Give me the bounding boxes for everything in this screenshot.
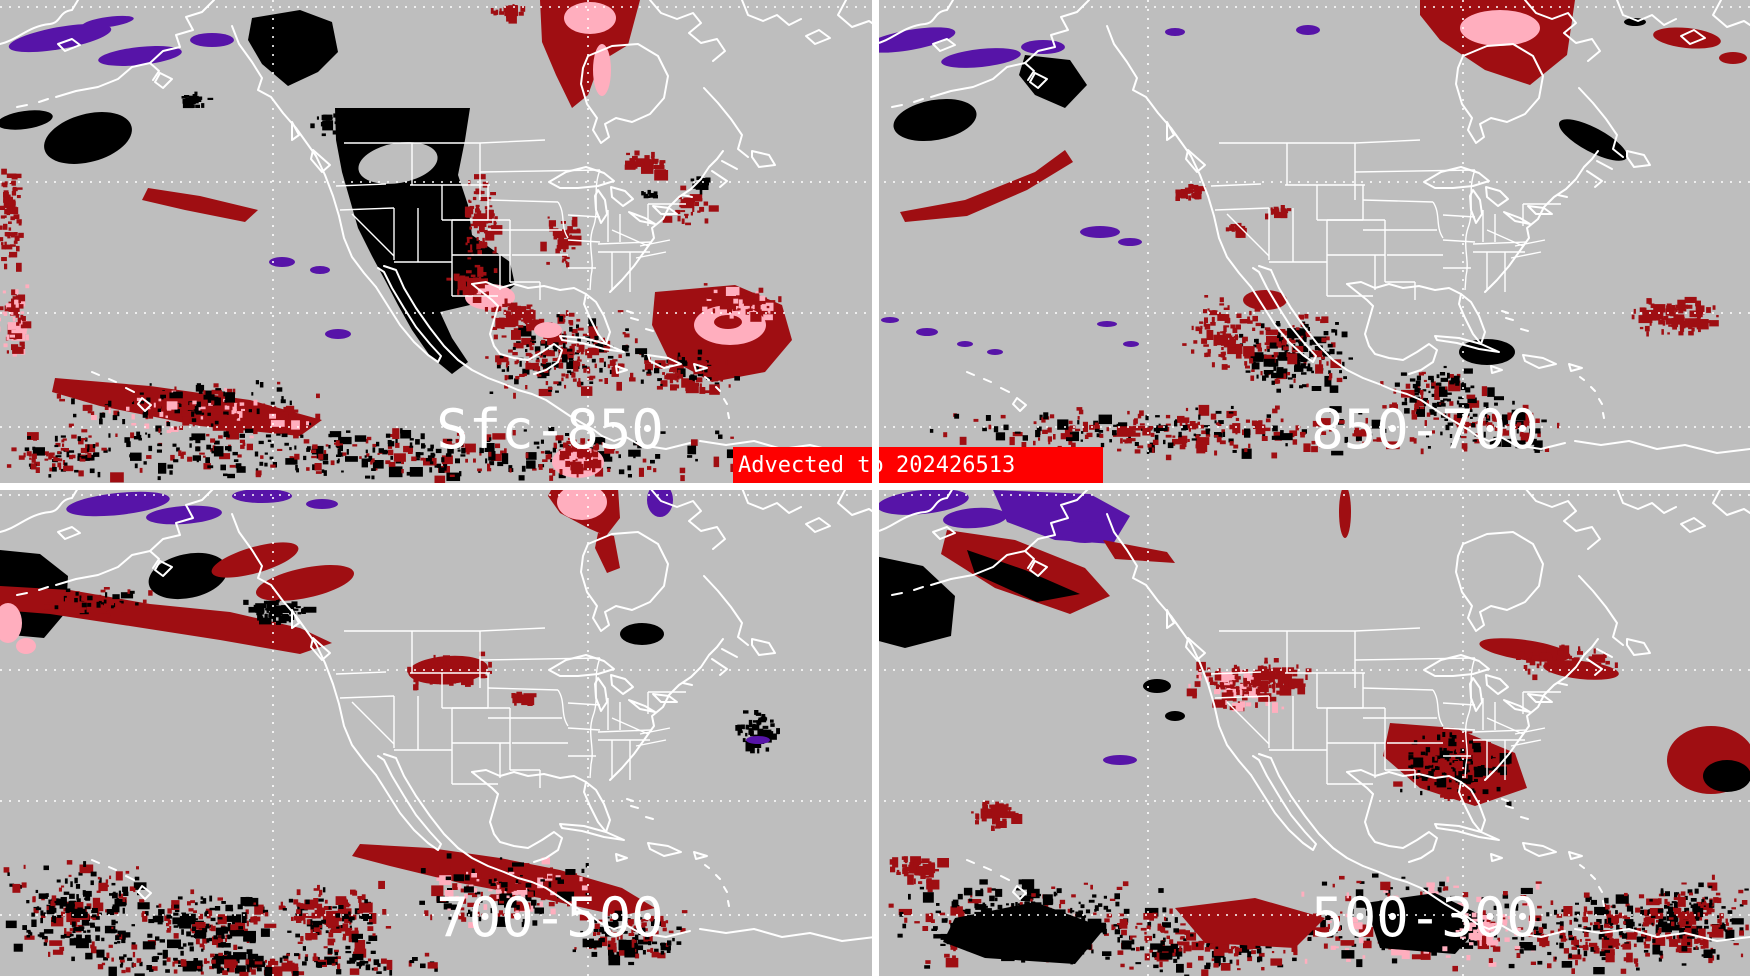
map-700-500 xyxy=(0,488,875,976)
panel-label-850-700: 850-700 xyxy=(1311,398,1539,461)
advected-timestamp-banner: Advected to 202426513 xyxy=(733,447,1103,483)
panel-500-300: 500-300 xyxy=(875,488,1750,976)
panel-850-700: 850-700 xyxy=(875,0,1750,488)
panel-label-700-500: 700-500 xyxy=(436,886,664,949)
panel-label-sfc-850: Sfc-850 xyxy=(436,398,664,461)
banner-timestamp: 202426513 xyxy=(896,453,1016,478)
panel-700-500: 700-500 xyxy=(0,488,875,976)
map-850-700 xyxy=(875,0,1750,488)
banner-label: Advected to xyxy=(738,453,884,478)
panel-label-500-300: 500-300 xyxy=(1311,886,1539,949)
panel-sfc-850: Sfc-850 xyxy=(0,0,875,488)
map-500-300 xyxy=(875,488,1750,976)
panel-divider-horizontal xyxy=(0,483,1750,490)
map-sfc-850 xyxy=(0,0,875,488)
